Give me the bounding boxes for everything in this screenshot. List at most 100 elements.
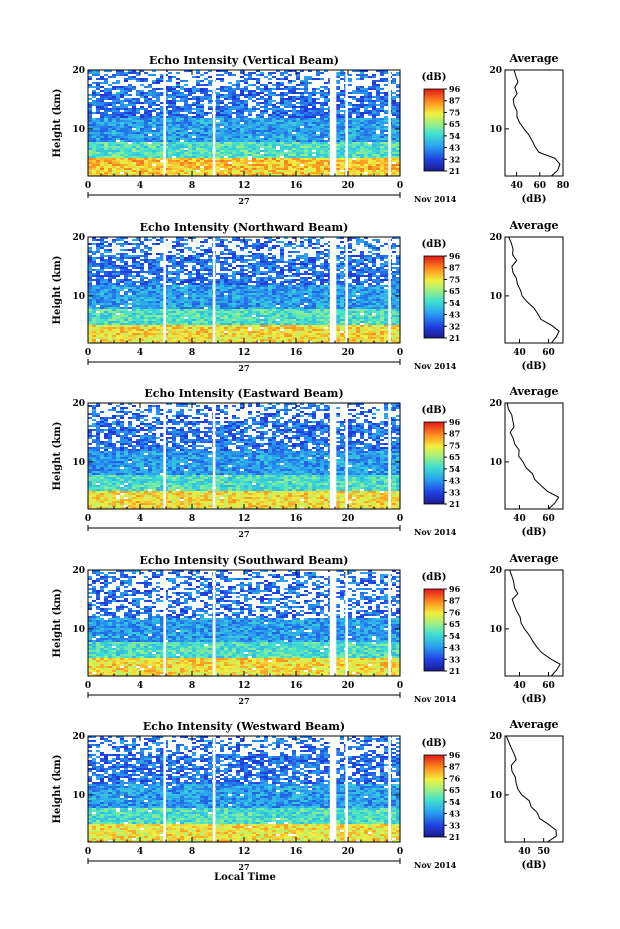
heatmap-cell: [172, 142, 176, 144]
heatmap-cell: [240, 88, 244, 90]
heatmap-cell: [260, 132, 264, 134]
heatmap-cell: [140, 170, 144, 172]
heatmap-cell: [104, 263, 108, 265]
heatmap-cell: [156, 239, 160, 241]
heatmap-cell: [360, 138, 364, 140]
heatmap-cell: [360, 150, 364, 152]
heatmap-cell: [152, 108, 156, 110]
heatmap-cell: [160, 154, 164, 156]
heatmap-cell: [180, 279, 184, 281]
heatmap-cell: [148, 98, 152, 100]
heatmap-cell: [200, 291, 204, 293]
heatmap-cell: [136, 108, 140, 110]
heatmap-cell: [276, 287, 280, 289]
heatmap-cell: [360, 98, 364, 100]
heatmap-cell: [336, 138, 340, 140]
heatmap-cell: [204, 241, 208, 243]
heatmap-cell: [100, 134, 104, 136]
heatmap-cell: [112, 146, 116, 148]
heatmap-cell: [216, 154, 220, 156]
heatmap-cell: [252, 170, 256, 172]
heatmap-cell: [268, 126, 272, 128]
heatmap-cell: [236, 98, 240, 100]
heatmap-cell: [160, 162, 164, 164]
heatmap-cell: [364, 263, 368, 265]
heatmap-cell: [356, 154, 360, 156]
heatmap-cell: [108, 164, 112, 166]
heatmap-cell: [148, 287, 152, 289]
heatmap-cell: [140, 277, 144, 279]
data-gap: [212, 70, 216, 176]
heatmap-cell: [172, 148, 176, 150]
heatmap-cell: [132, 164, 136, 166]
heatmap-cell: [220, 283, 224, 285]
heatmap-cell: [216, 291, 220, 293]
heatmap-cell: [348, 84, 352, 86]
heatmap-cell: [248, 239, 252, 241]
heatmap-cell: [136, 170, 140, 172]
heatmap-cell: [112, 150, 116, 152]
heatmap-cell: [144, 140, 148, 142]
heatmap-cell: [144, 255, 148, 257]
heatmap-cell: [216, 92, 220, 94]
heatmap-cell: [144, 261, 148, 263]
heatmap-cell: [312, 108, 316, 110]
heatmap-cell: [208, 118, 212, 120]
heatmap-cell: [108, 146, 112, 148]
heatmap-cell: [200, 162, 204, 164]
heatmap-cell: [184, 110, 188, 112]
heatmap-cell: [396, 156, 400, 158]
heatmap-cell: [380, 150, 384, 152]
heatmap-cell: [192, 124, 196, 126]
heatmap-cell: [380, 96, 384, 98]
heatmap-cell: [324, 98, 328, 100]
heatmap-cell: [136, 120, 140, 122]
heatmap-cell: [320, 267, 324, 269]
heatmap-cell: [192, 158, 196, 160]
heatmap-cell: [136, 90, 140, 92]
heatmap-cell: [204, 122, 208, 124]
heatmap-cell: [280, 249, 284, 251]
heatmap-cell: [220, 112, 224, 114]
heatmap-cell: [160, 152, 164, 154]
heatmap-cell: [160, 237, 164, 239]
heatmap-cell: [364, 152, 368, 154]
heatmap-cell: [280, 275, 284, 277]
heatmap-cell: [140, 279, 144, 281]
heatmap-cell: [128, 172, 132, 174]
heatmap-cell: [112, 152, 116, 154]
heatmap-cell: [96, 152, 100, 154]
heatmap-cell: [208, 112, 212, 114]
heatmap-cell: [240, 112, 244, 114]
heatmap-cell: [308, 257, 312, 259]
heatmap-cell: [128, 90, 132, 92]
heatmap-cell: [316, 142, 320, 144]
heatmap-cell: [352, 140, 356, 142]
heatmap-cell: [336, 76, 340, 78]
heatmap-cell: [216, 134, 220, 136]
heatmap-cell: [228, 110, 232, 112]
heatmap-cell: [364, 118, 368, 120]
heatmap-cell: [152, 152, 156, 154]
heatmap-cell: [180, 152, 184, 154]
heatmap-cell: [100, 156, 104, 158]
heatmap-cell: [236, 132, 240, 134]
heatmap-cell: [336, 74, 340, 76]
heatmap-cell: [272, 72, 276, 74]
heatmap-cell: [372, 108, 376, 110]
heatmap-cell: [96, 134, 100, 136]
heatmap-cell: [140, 144, 144, 146]
heatmap-cell: [168, 259, 172, 261]
heatmap-cell: [252, 275, 256, 277]
heatmap-cell: [384, 243, 388, 245]
heatmap-cell: [96, 162, 100, 164]
heatmap-cell: [368, 255, 372, 257]
heatmap-cell: [208, 80, 212, 82]
heatmap-cell: [268, 257, 272, 259]
heatmap-cell: [200, 124, 204, 126]
heatmap-cell: [188, 247, 192, 249]
heatmap-cell: [348, 96, 352, 98]
heatmap-cell: [284, 100, 288, 102]
heatmap-cell: [368, 245, 372, 247]
heatmap-cell: [216, 146, 220, 148]
